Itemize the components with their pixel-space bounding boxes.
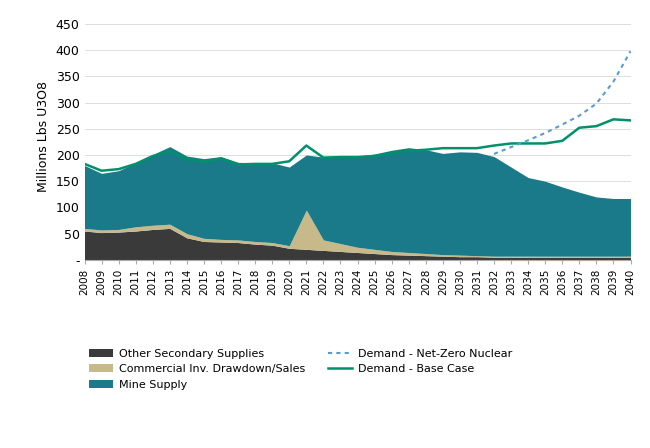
Y-axis label: Millions Lbs U3O8: Millions Lbs U3O8 [37,81,50,192]
Legend: Other Secondary Supplies, Commercial Inv. Drawdown/Sales, Mine Supply, Demand - : Other Secondary Supplies, Commercial Inv… [84,344,516,394]
